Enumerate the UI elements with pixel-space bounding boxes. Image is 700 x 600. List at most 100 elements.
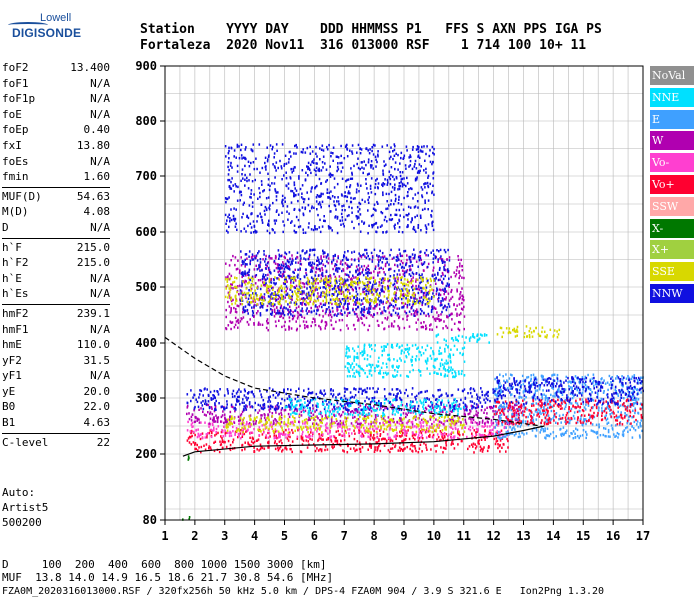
trace-point — [544, 403, 546, 407]
trace-point — [246, 392, 249, 395]
trace-point — [233, 421, 236, 424]
trace-point — [453, 398, 455, 401]
trace-point — [573, 417, 576, 420]
trace-point — [628, 391, 631, 394]
trace-point — [418, 431, 421, 434]
trace-point — [317, 417, 319, 420]
trace-point — [457, 327, 460, 330]
trace-point — [282, 261, 284, 264]
trace-point — [425, 421, 428, 425]
trace-point — [443, 419, 445, 423]
trace-point — [325, 430, 328, 433]
trace-point — [238, 284, 241, 287]
trace-point — [471, 395, 473, 398]
trace-point — [270, 304, 272, 307]
trace-point — [384, 264, 387, 268]
trace-point — [543, 402, 545, 405]
trace-point — [461, 287, 463, 290]
trace-point — [458, 328, 461, 332]
trace-point — [495, 431, 498, 434]
trace-point — [296, 435, 299, 438]
trace-point — [273, 308, 276, 311]
trace-point — [305, 320, 308, 324]
trace-point — [460, 407, 462, 410]
trace-point — [319, 435, 321, 438]
param-name: yF1 — [2, 369, 22, 383]
trace-point — [512, 422, 515, 426]
trace-point — [345, 417, 348, 420]
trace-point — [448, 305, 451, 308]
trace-point — [212, 423, 214, 426]
trace-point — [394, 413, 396, 416]
trace-point — [395, 407, 397, 411]
trace-point — [395, 426, 398, 429]
trace-point — [399, 417, 401, 420]
trace-point — [244, 293, 247, 296]
trace-point — [288, 395, 290, 398]
trace-point — [362, 435, 365, 438]
trace-point — [363, 426, 365, 430]
trace-point — [521, 374, 524, 378]
trace-point — [453, 271, 455, 274]
trace-point — [241, 435, 244, 438]
trace-point — [553, 414, 556, 418]
trace-point — [362, 423, 364, 427]
trace-point — [432, 266, 435, 269]
param-name: MUF(D) — [2, 189, 42, 203]
trace-point — [629, 398, 632, 402]
trace-point — [346, 413, 349, 416]
trace-point — [538, 398, 541, 402]
trace-point — [346, 287, 349, 291]
trace-point — [186, 401, 189, 405]
trace-point — [317, 258, 320, 261]
trace-point — [204, 421, 206, 424]
trace-point — [417, 436, 419, 439]
trace-point — [459, 274, 461, 277]
trace-point — [561, 399, 563, 402]
trace-point — [596, 403, 598, 406]
trace-point — [516, 408, 518, 411]
trace-point — [582, 421, 584, 424]
trace-point — [415, 278, 418, 281]
trace-point — [439, 293, 442, 297]
trace-point — [503, 387, 506, 391]
trace-point — [540, 428, 542, 432]
trace-point — [213, 441, 215, 444]
trace-point — [432, 289, 435, 292]
trace-point — [336, 419, 338, 423]
trace-point — [200, 407, 202, 410]
trace-point — [467, 392, 469, 395]
trace-point — [536, 414, 538, 417]
trace-point — [419, 296, 421, 300]
trace-point — [523, 389, 526, 392]
trace-point — [300, 414, 303, 417]
trace-point — [621, 417, 624, 420]
trace-point — [324, 413, 327, 417]
trace-point — [444, 428, 447, 431]
trace-point — [484, 394, 486, 397]
trace-point — [188, 457, 190, 460]
trace-point — [228, 421, 231, 424]
trace-point — [412, 288, 414, 292]
trace-point — [517, 412, 520, 416]
trace-point — [543, 422, 546, 426]
trace-point — [372, 425, 374, 428]
trace-point — [368, 281, 370, 284]
trace-point — [544, 411, 547, 414]
trace-point — [548, 389, 550, 392]
trace-point — [318, 295, 320, 298]
trace-point — [429, 425, 431, 428]
trace-point — [272, 388, 274, 391]
trace-point — [518, 396, 521, 399]
trace-point — [607, 396, 609, 399]
trace-point — [371, 256, 374, 259]
trace-point — [546, 401, 549, 404]
trace-point — [333, 421, 335, 425]
trace-point — [557, 398, 559, 402]
trace-point — [567, 417, 570, 420]
trace-point — [278, 447, 281, 450]
trace-point — [519, 405, 522, 408]
trace-point — [476, 395, 479, 399]
trace-point — [420, 424, 422, 427]
trace-point — [579, 391, 581, 395]
